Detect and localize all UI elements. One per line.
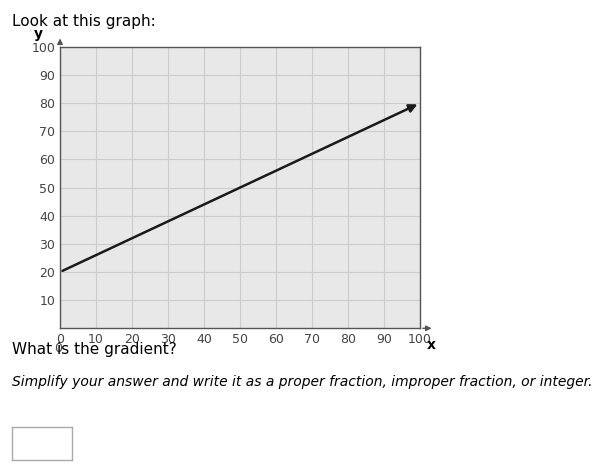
- Text: x: x: [427, 338, 436, 352]
- Text: 0: 0: [54, 342, 62, 356]
- Text: y: y: [34, 27, 43, 41]
- Text: What is the gradient?: What is the gradient?: [12, 342, 177, 357]
- Text: Look at this graph:: Look at this graph:: [12, 14, 156, 29]
- Text: Simplify your answer and write it as a proper fraction, improper fraction, or in: Simplify your answer and write it as a p…: [12, 375, 593, 389]
